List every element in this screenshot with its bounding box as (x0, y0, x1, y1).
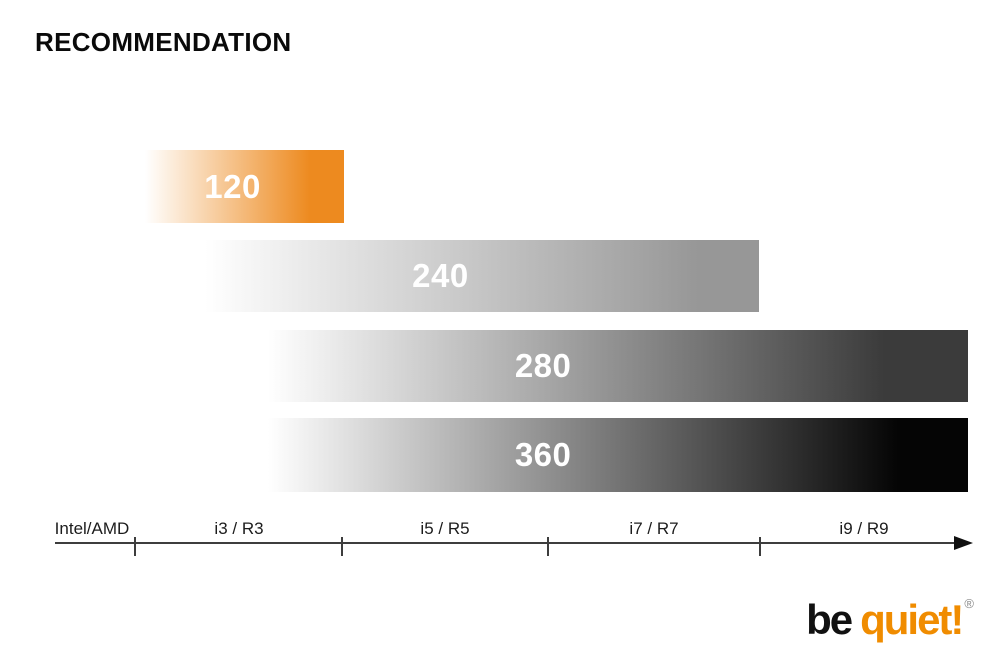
axis-arrow-icon (954, 536, 973, 550)
axis-tick (134, 537, 136, 556)
page-title: RECOMMENDATION (35, 27, 292, 57)
bequiet-logo-be: be (806, 596, 853, 643)
axis-origin-label: Intel/AMD (54, 519, 130, 538)
bequiet-logo-quiet: quiet! (860, 596, 964, 643)
axis-tick-label-i9-r9: i9 / R9 (839, 519, 889, 538)
bar-120: 120 (145, 150, 344, 223)
axis-tick (341, 537, 343, 556)
bar-240-value-label: 240 (412, 257, 469, 294)
axis-tick (759, 537, 761, 556)
bar-360: 360 (268, 418, 968, 492)
axis-tick (547, 537, 549, 556)
axis-tick-label-i7-r7: i7 / R7 (629, 519, 679, 538)
bar-280: 280 (268, 330, 968, 402)
bar-120-value-label: 120 (204, 167, 261, 205)
axis-line (55, 542, 958, 544)
bar-360-value-label: 360 (514, 436, 572, 473)
bar-240: 240 (205, 240, 759, 312)
axis-tick-label-i3-r3: i3 / R3 (214, 519, 264, 538)
bequiet-logo: be quiet! ® (806, 597, 974, 641)
axis-tick-label-i5-r5: i5 / R5 (420, 519, 470, 538)
bar-280-value-label: 280 (514, 347, 572, 384)
registered-trademark-icon: ® (964, 596, 974, 611)
